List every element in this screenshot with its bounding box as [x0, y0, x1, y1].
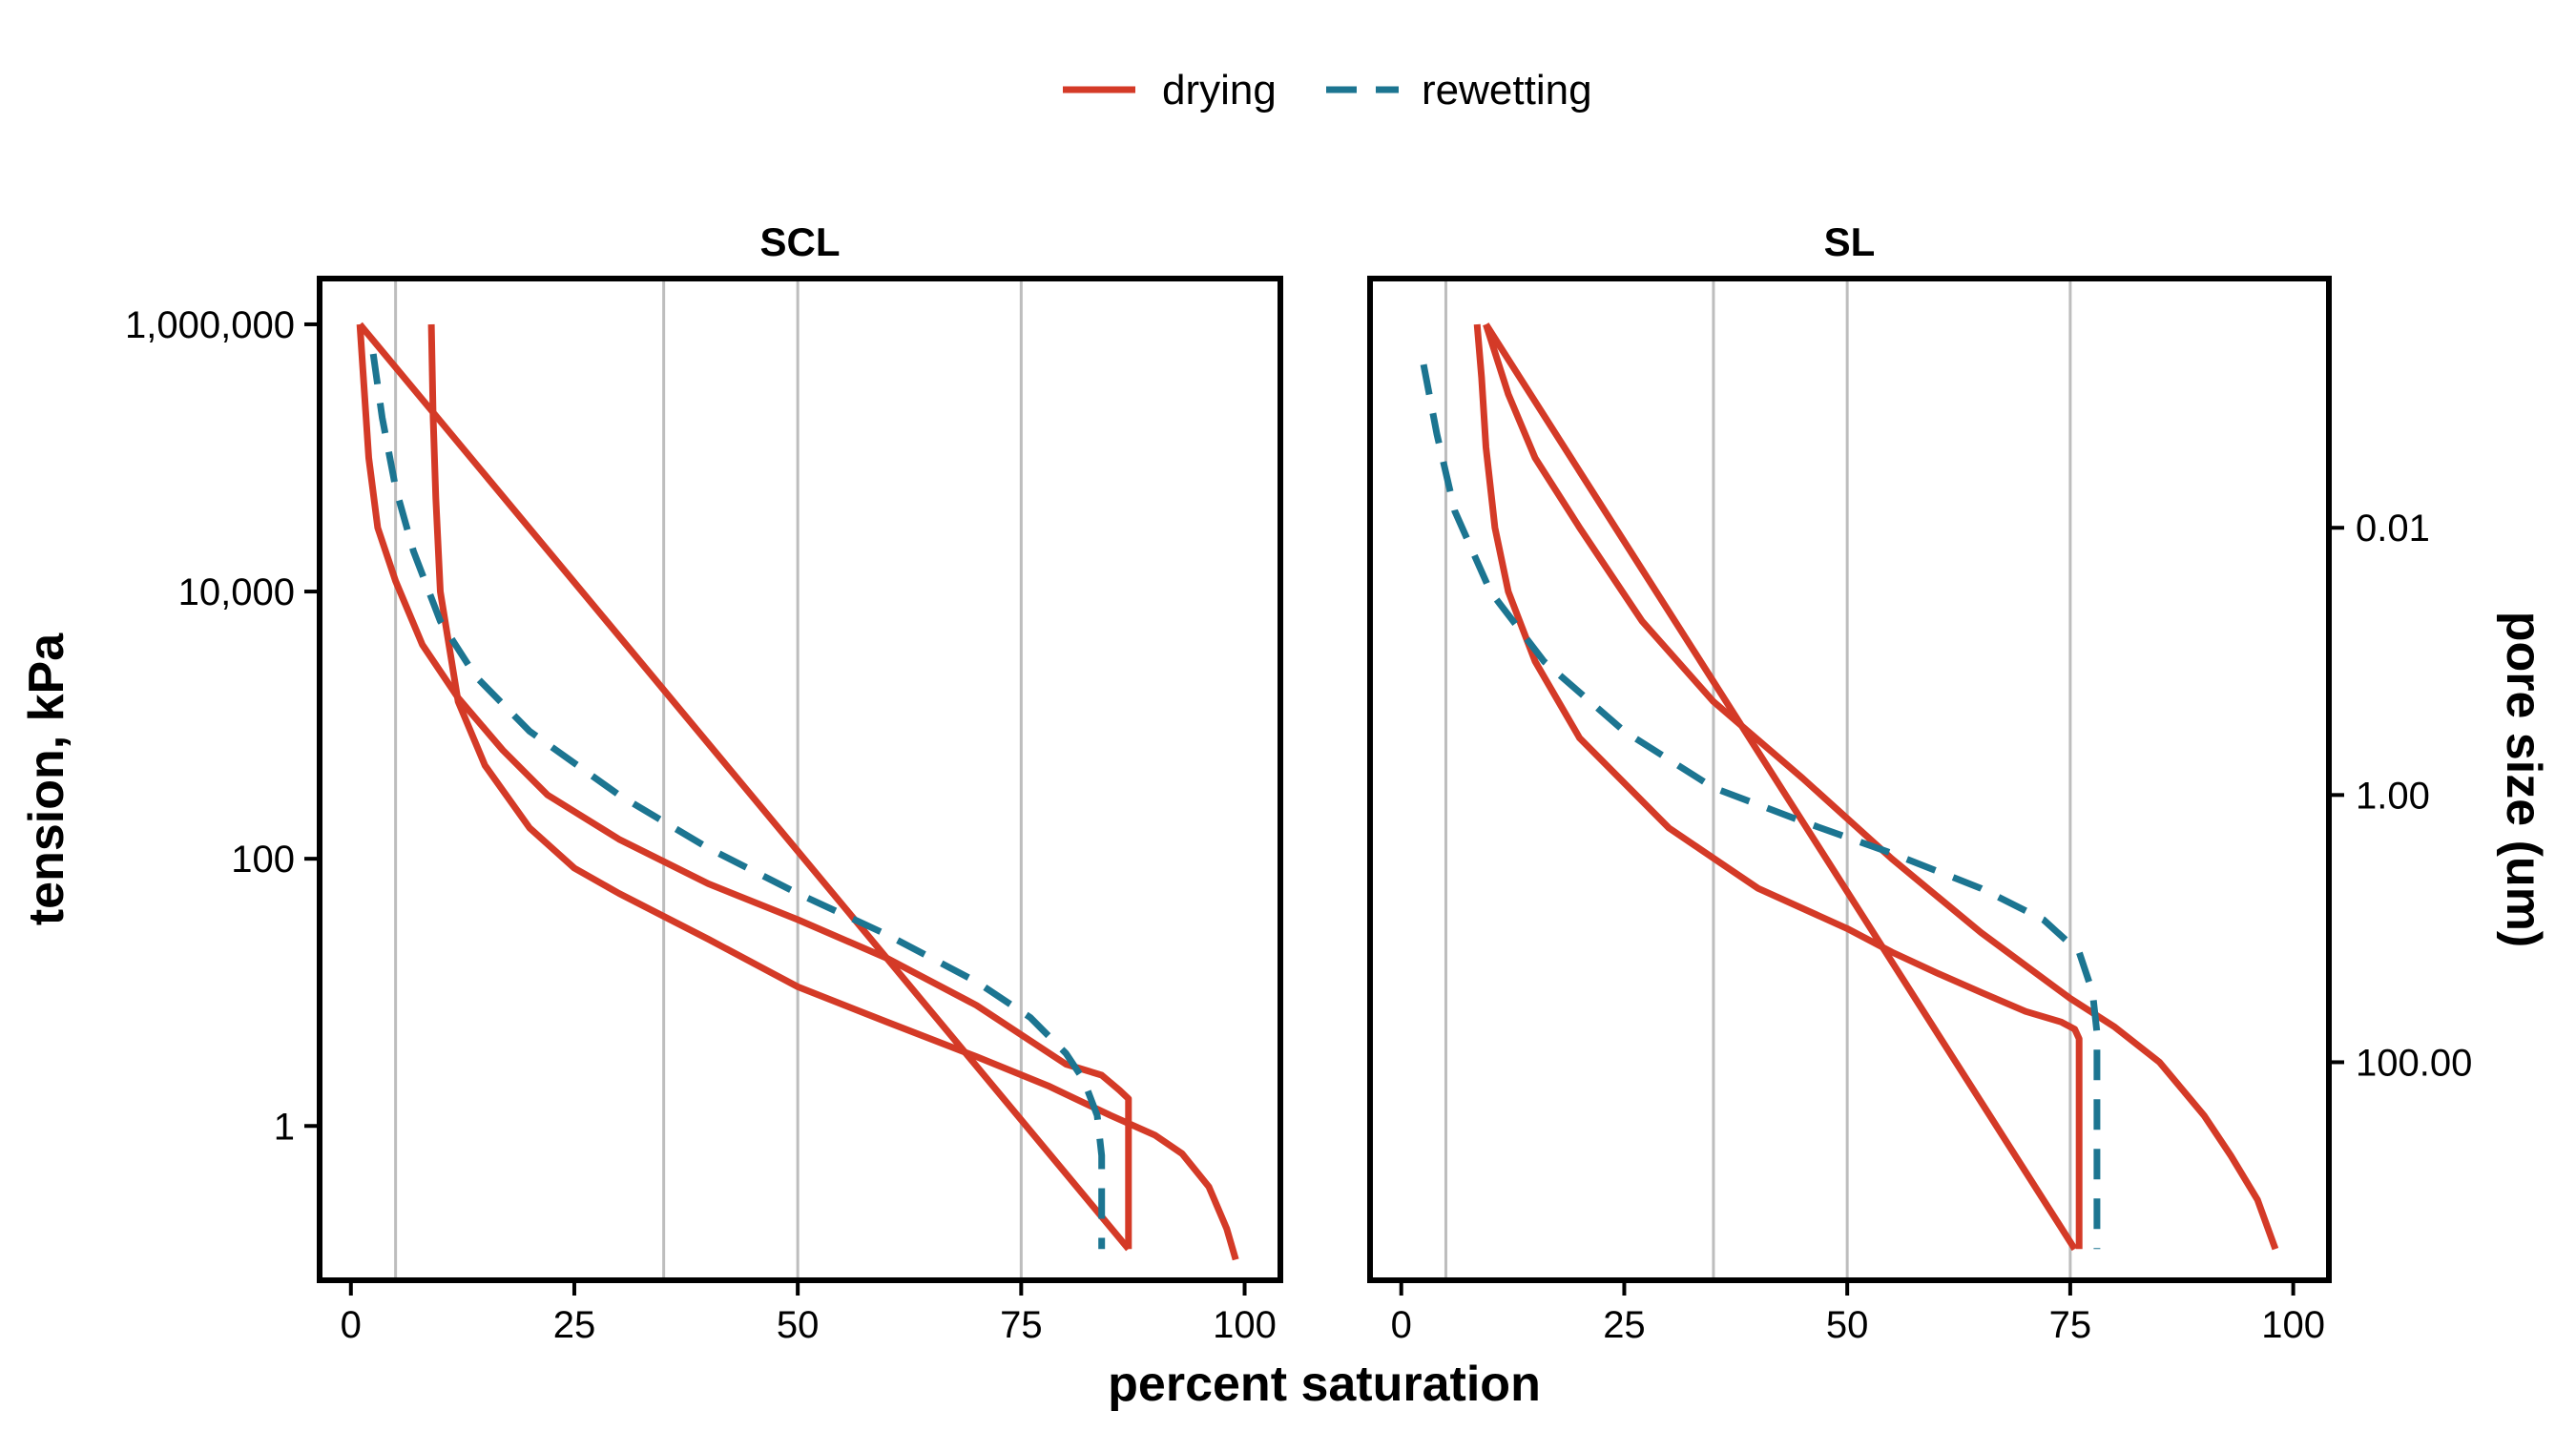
- series-drying-sl-2: [1483, 322, 2078, 1252]
- series-drying-scl-0: [427, 323, 1239, 1261]
- y2-tick-label: 1.00: [2356, 775, 2430, 817]
- series-drying-sl-1: [1483, 322, 2279, 1251]
- panel-title-sl: SL: [1824, 219, 1876, 264]
- panel-title-scl: SCL: [760, 219, 841, 264]
- series-rewetting-scl-3: [369, 353, 1106, 1250]
- y-axis-title: tension, kPa: [19, 633, 74, 925]
- y-tick-label: 100: [231, 839, 295, 881]
- legend-label-rewetting: rewetting: [1422, 67, 1592, 114]
- series-drying-sl-0: [1473, 323, 2083, 1250]
- y2-tick-label: 100.00: [2356, 1042, 2472, 1084]
- x-tick-label-scl: 50: [777, 1304, 820, 1346]
- y2-tick-label: 0.01: [2356, 508, 2430, 550]
- panel-frame-scl: [317, 276, 1283, 1283]
- y-tick-label: 1: [274, 1106, 295, 1148]
- x-tick-label-scl: 75: [1000, 1304, 1043, 1346]
- x-tick-label-scl: 25: [553, 1304, 596, 1346]
- legend-label-drying: drying: [1162, 67, 1277, 114]
- x-tick-label-sl: 0: [1391, 1304, 1412, 1346]
- y2-axis-title: pore size (um): [2496, 612, 2551, 948]
- series-rewetting-sl-3: [1420, 363, 2101, 1250]
- series-drying-scl-1: [356, 323, 1132, 1250]
- x-tick-label-sl: 75: [2049, 1304, 2092, 1346]
- panel-frame-sl: [1367, 276, 2332, 1283]
- x-tick-label-sl: 25: [1603, 1304, 1646, 1346]
- x-tick-label-scl: 100: [1213, 1304, 1277, 1346]
- y-tick-label: 10,000: [178, 571, 295, 613]
- x-tick-label-sl: 50: [1826, 1304, 1869, 1346]
- x-tick-label-scl: 0: [341, 1304, 362, 1346]
- y-tick-label: 1,000,000: [125, 304, 295, 346]
- series-drying-scl-2: [357, 321, 1132, 1252]
- x-tick-label-sl: 100: [2261, 1304, 2325, 1346]
- x-axis-title: percent saturation: [1108, 1357, 1541, 1412]
